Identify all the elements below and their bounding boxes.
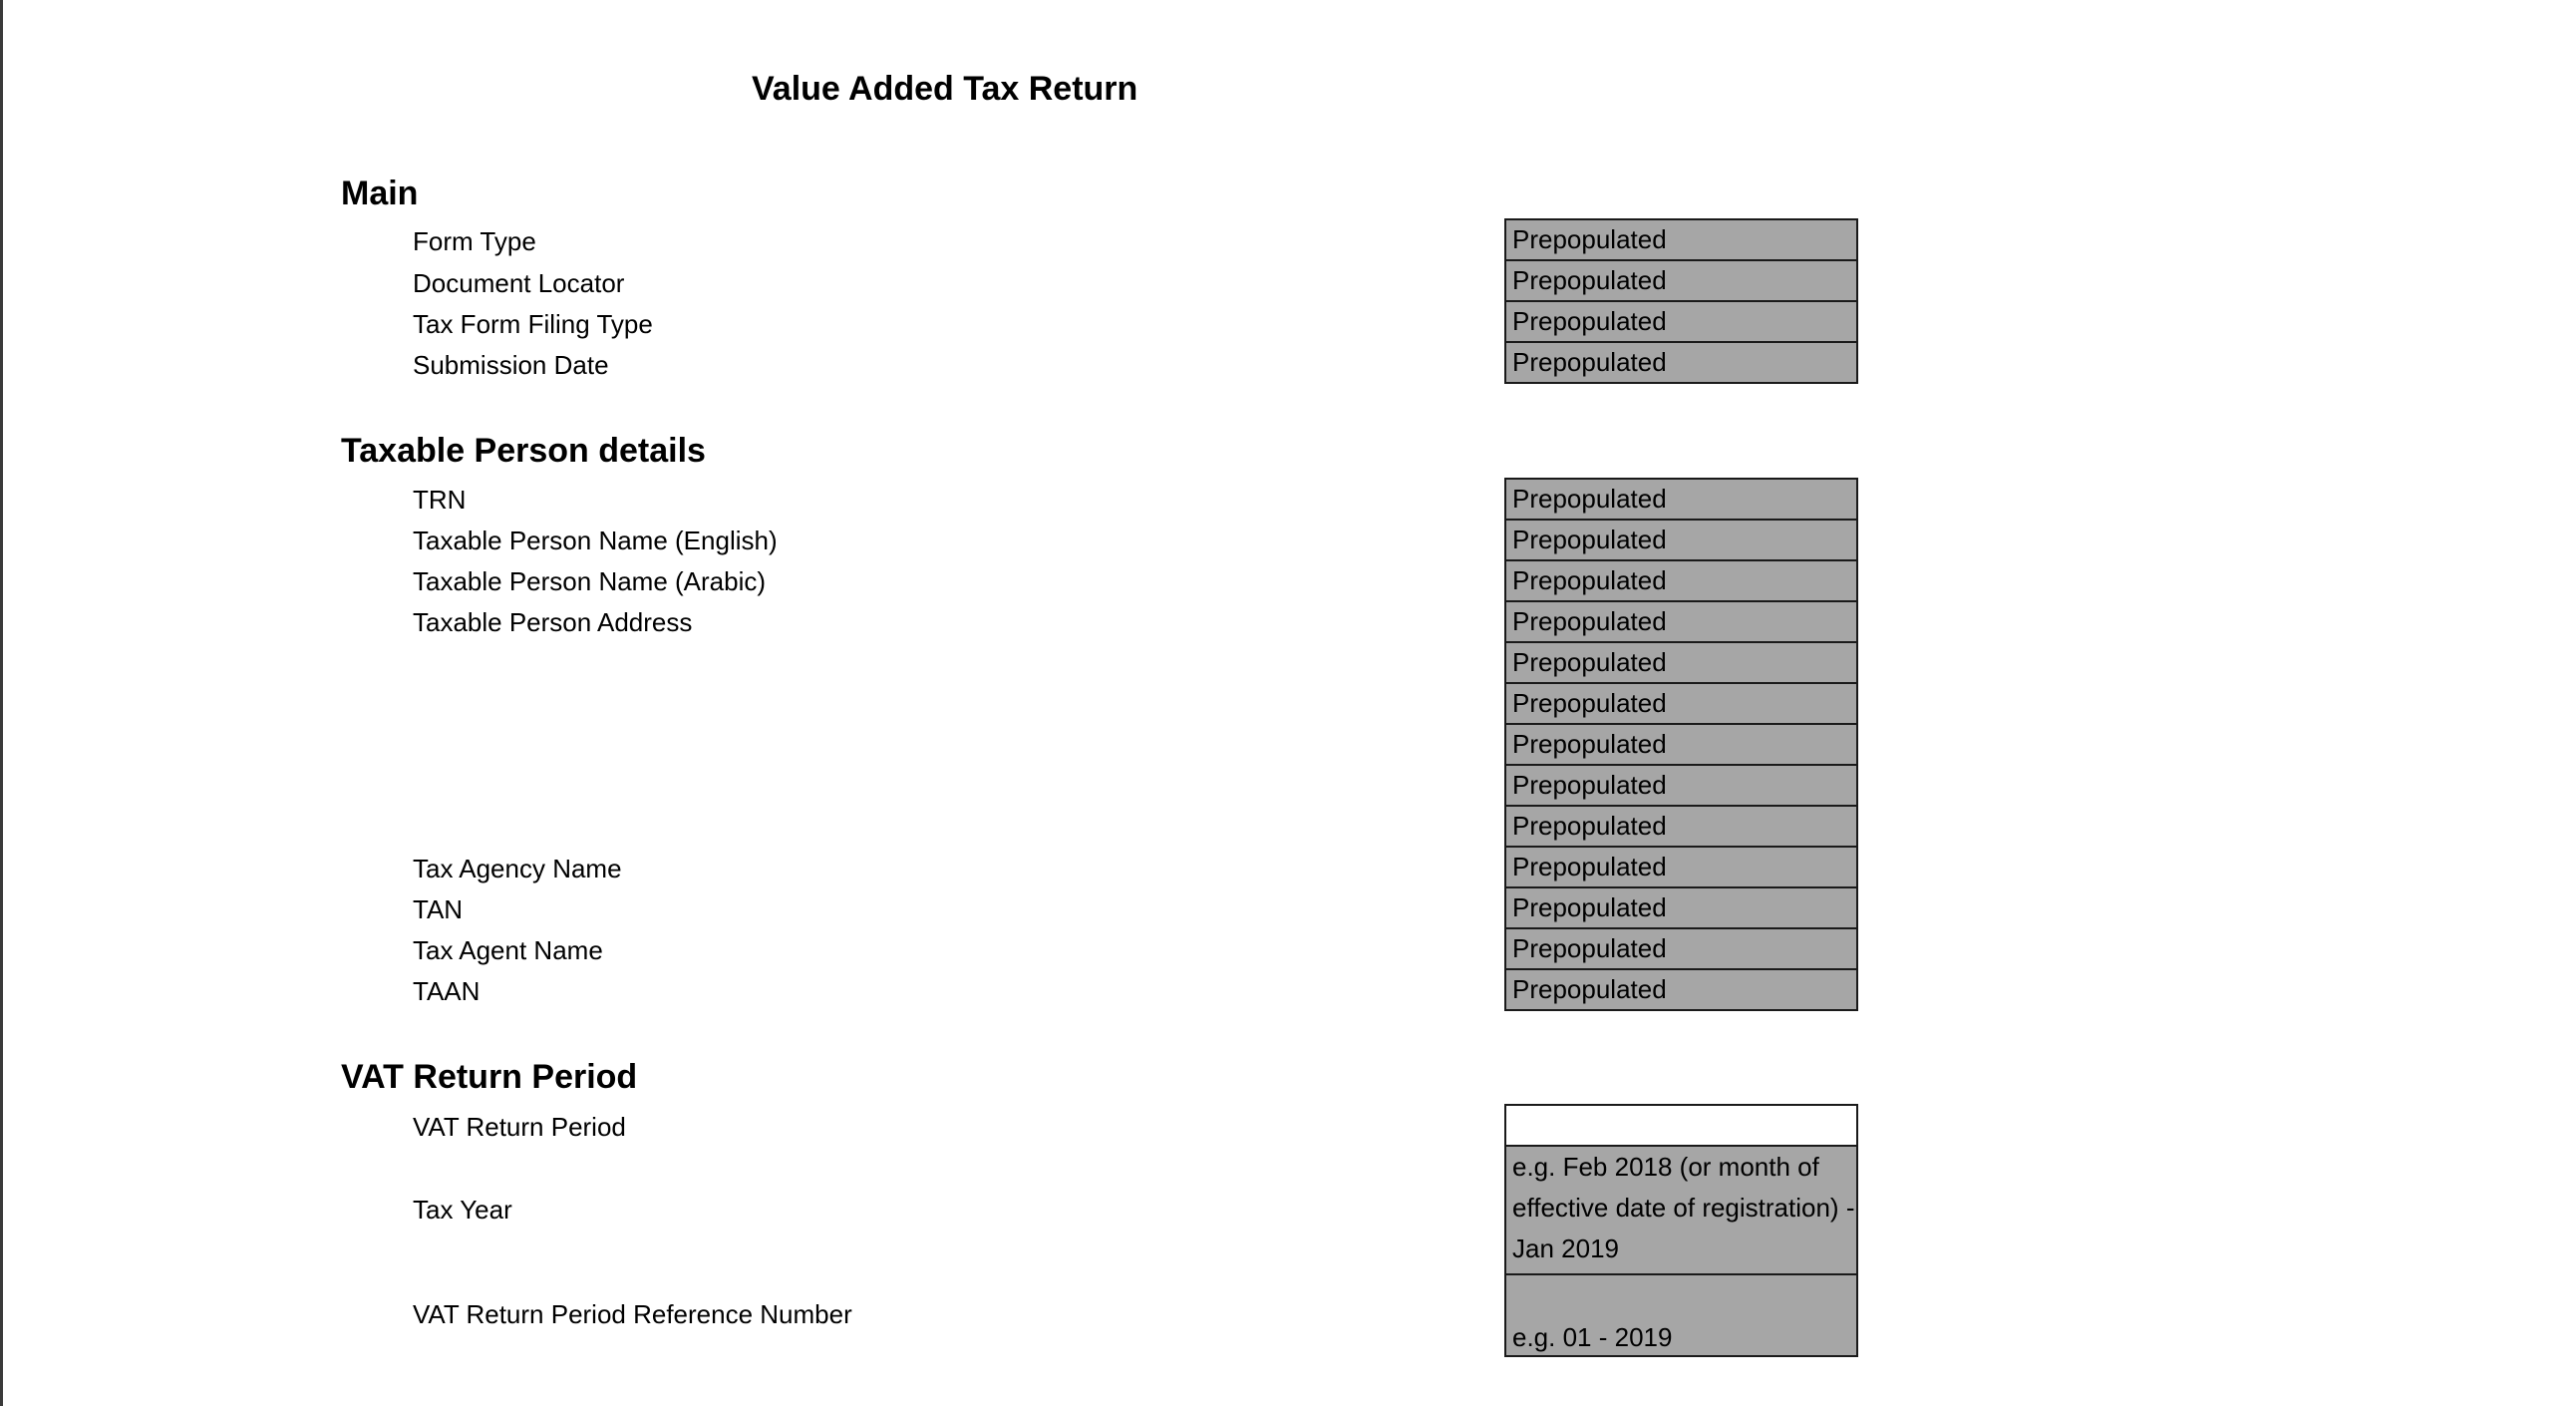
field-label: TAN xyxy=(413,894,464,924)
field-label: TRN xyxy=(413,485,467,515)
prepopulated-field[interactable]: Prepopulated xyxy=(1506,766,1856,807)
field-label: Tax Form Filing Type xyxy=(413,309,653,339)
prepopulated-field[interactable]: Prepopulated xyxy=(1506,888,1856,929)
section-heading-main: Main xyxy=(341,175,419,212)
page-edge xyxy=(0,0,3,1406)
field-label: Taxable Person Address xyxy=(413,607,693,637)
page-title: Value Added Tax Return xyxy=(752,70,1138,108)
vat-return-period-input[interactable] xyxy=(1506,1106,1856,1147)
prepopulated-field[interactable]: Prepopulated xyxy=(1506,929,1856,970)
field-label: VAT Return Period Reference Number xyxy=(413,1299,852,1329)
tax-year-field[interactable]: e.g. Feb 2018 (or month of effective dat… xyxy=(1506,1147,1856,1275)
prepopulated-field[interactable]: Prepopulated xyxy=(1512,974,1667,1004)
prepopulated-field[interactable]: Prepopulated xyxy=(1512,347,1667,377)
prepopulated-field[interactable]: Prepopulated xyxy=(1506,848,1856,888)
prepopulated-field[interactable]: Prepopulated xyxy=(1506,602,1856,643)
field-label: Submission Date xyxy=(413,350,609,380)
prepopulated-field[interactable]: Prepopulated xyxy=(1506,220,1856,261)
field-label: VAT Return Period xyxy=(413,1112,626,1142)
prepopulated-field[interactable]: Prepopulated xyxy=(1506,302,1856,343)
taxable-person-fields: Prepopulated Prepopulated Prepopulated Prep… xyxy=(1504,478,1858,1011)
vat-period-fields: e.g. Feb 2018 (or month of effective dat… xyxy=(1504,1104,1858,1357)
prepopulated-field[interactable]: Prepopulated xyxy=(1506,261,1856,302)
main-fields: Prepopulated Prepopulated Prepopulated Prep… xyxy=(1504,218,1858,384)
prepopulated-field[interactable]: Prepopulated xyxy=(1506,725,1856,766)
field-label: Taxable Person Name (Arabic) xyxy=(413,566,767,596)
field-label: Document Locator xyxy=(413,268,625,298)
section-heading-vat-period: VAT Return Period xyxy=(341,1058,638,1096)
field-label: Tax Year xyxy=(413,1195,512,1225)
prepopulated-field[interactable]: Prepopulated xyxy=(1506,480,1856,521)
reference-number-field[interactable]: e.g. 01 - 2019 xyxy=(1506,1275,1856,1355)
field-label: Form Type xyxy=(413,226,536,256)
prepopulated-field[interactable]: Prepopulated xyxy=(1506,643,1856,684)
field-label: Tax Agent Name xyxy=(413,935,603,965)
reference-number-hint: e.g. 01 - 2019 xyxy=(1512,1322,1673,1352)
section-heading-taxable-person: Taxable Person details xyxy=(341,432,706,470)
field-label: Tax Agency Name xyxy=(413,854,622,883)
prepopulated-field[interactable]: Prepopulated xyxy=(1506,684,1856,725)
field-label: TAAN xyxy=(413,976,481,1006)
field-label: Taxable Person Name (English) xyxy=(413,526,778,555)
prepopulated-field[interactable]: Prepopulated xyxy=(1506,561,1856,602)
prepopulated-field[interactable]: Prepopulated xyxy=(1506,521,1856,561)
prepopulated-field[interactable]: Prepopulated xyxy=(1506,807,1856,848)
